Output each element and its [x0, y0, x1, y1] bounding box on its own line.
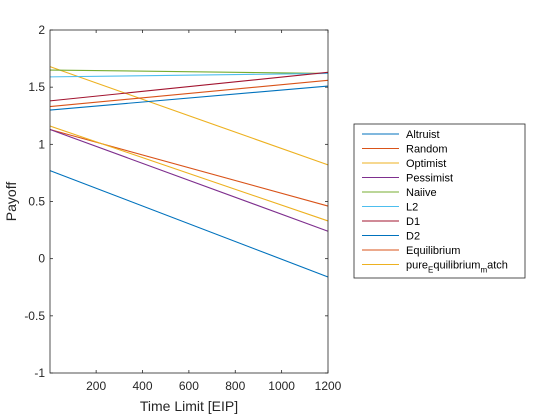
x-tick-label: 400	[132, 379, 152, 393]
x-tick-label: 1000	[268, 379, 295, 393]
series-line-2	[49, 66, 329, 166]
plot-area	[50, 30, 328, 373]
x-tick-label: 800	[225, 379, 245, 393]
legend-entry-5: L2	[406, 202, 418, 214]
y-tick-label: -0.5	[24, 309, 45, 323]
series-line-9	[49, 125, 329, 222]
y-tick-label: -1	[34, 366, 45, 380]
legend-entry-1: Random	[406, 144, 448, 156]
legend-entry-6: D1	[406, 216, 420, 228]
y-tick-label: 0.5	[28, 195, 45, 209]
y-tick-label: 2	[38, 23, 45, 37]
legend: Altruist Random Optimist Pessimist Naiive L2 D…	[353, 123, 526, 279]
series-line-5	[49, 72, 329, 78]
legend-entry-8: Equilibrium	[406, 245, 460, 257]
legend-entry-7: D2	[406, 231, 420, 243]
y-tick-label: 1.5	[28, 80, 45, 94]
legend-entry-4: Naiive	[406, 187, 437, 199]
y-tick-label: 0	[38, 252, 45, 266]
series-line-6	[49, 71, 329, 102]
y-tick-label: 1	[38, 137, 45, 151]
legend-entry-3: Pessimist	[406, 173, 453, 185]
x-tick-label: 200	[86, 379, 106, 393]
series-line-8	[49, 79, 329, 108]
x-tick-label: 600	[179, 379, 199, 393]
series-line-0	[49, 170, 329, 278]
x-axis-label: Time Limit [EIP]	[140, 398, 238, 414]
legend-entry-9: pureEquilibriummatch	[406, 260, 508, 275]
series-line-7	[49, 85, 329, 111]
series-line-4	[49, 69, 329, 74]
series-line-3	[49, 128, 329, 232]
legend-box	[353, 123, 526, 279]
x-tick-label: 1200	[315, 379, 342, 393]
legend-entry-0: Altruist	[406, 129, 440, 141]
y-axis-label: Payoff	[3, 182, 19, 222]
legend-entry-2: Optimist	[406, 158, 446, 170]
